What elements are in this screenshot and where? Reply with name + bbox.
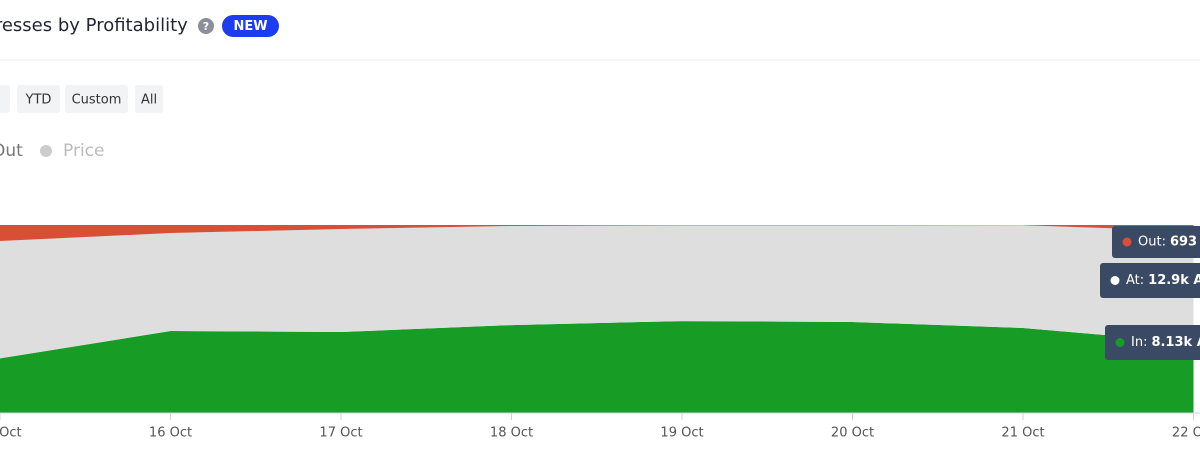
legend-item[interactable]: Price bbox=[40, 141, 104, 161]
range-button[interactable]: 1y bbox=[0, 85, 10, 113]
legend-item[interactable]: Out bbox=[0, 141, 23, 161]
tooltip: In: 8.13k Addresses bbox=[1105, 325, 1200, 360]
tooltip-marker bbox=[1115, 338, 1125, 347]
legend-label: Out bbox=[0, 141, 23, 161]
svg-text:?: ? bbox=[203, 20, 209, 33]
range-button-bg bbox=[65, 85, 128, 113]
range-button-label: All bbox=[141, 93, 157, 108]
range-button[interactable]: YTD bbox=[17, 85, 60, 113]
x-tick-label: 15 Oct bbox=[0, 426, 22, 441]
x-tick-label: 22 Oct bbox=[1172, 426, 1200, 441]
range-button-bg bbox=[0, 85, 10, 113]
range-button-label: Custom bbox=[72, 93, 122, 108]
tooltip-label: Out: bbox=[1138, 235, 1166, 250]
tooltip-marker bbox=[1110, 276, 1120, 285]
help-icon[interactable]: ? bbox=[198, 18, 214, 34]
tooltip-bg bbox=[1100, 263, 1200, 298]
range-button[interactable]: All bbox=[135, 85, 163, 113]
tooltip-value: 12.9k Addresses bbox=[1148, 273, 1200, 288]
legend-label: Price bbox=[63, 141, 104, 161]
tooltip-label: At: bbox=[1126, 273, 1144, 288]
x-tick-label: 17 Oct bbox=[319, 426, 362, 441]
badge bbox=[222, 15, 279, 37]
range-button-bg bbox=[135, 85, 163, 113]
tooltip-value: 8.13k Addresses bbox=[1151, 335, 1200, 350]
x-tick-label: 18 Oct bbox=[490, 426, 533, 441]
legend-marker bbox=[40, 145, 52, 157]
range-button-bg bbox=[17, 85, 60, 113]
tooltip-marker bbox=[1122, 237, 1132, 247]
area-at bbox=[0, 225, 1194, 359]
area-out bbox=[0, 225, 1194, 242]
chart-title: Addresses by Profitability bbox=[0, 15, 188, 36]
x-tick-label: 20 Oct bbox=[831, 426, 874, 441]
tooltip-value: 693 Addresses bbox=[1170, 235, 1200, 250]
tooltip-bg bbox=[1105, 325, 1200, 360]
range-button[interactable]: Custom bbox=[65, 85, 128, 113]
tooltip: Out: 693 Addresses bbox=[1112, 226, 1200, 258]
tooltip-bg bbox=[1112, 226, 1200, 258]
x-tick-label: 19 Oct bbox=[660, 426, 703, 441]
x-tick-label: 16 Oct bbox=[149, 426, 192, 441]
range-button-label: YTD bbox=[25, 93, 52, 108]
tooltip: At: 12.9k Addresses bbox=[1100, 263, 1200, 298]
x-tick-label: 21 Oct bbox=[1001, 426, 1044, 441]
badge-text: NEW bbox=[233, 19, 267, 34]
area-in bbox=[0, 321, 1194, 413]
tooltip-label: In: bbox=[1131, 335, 1147, 350]
